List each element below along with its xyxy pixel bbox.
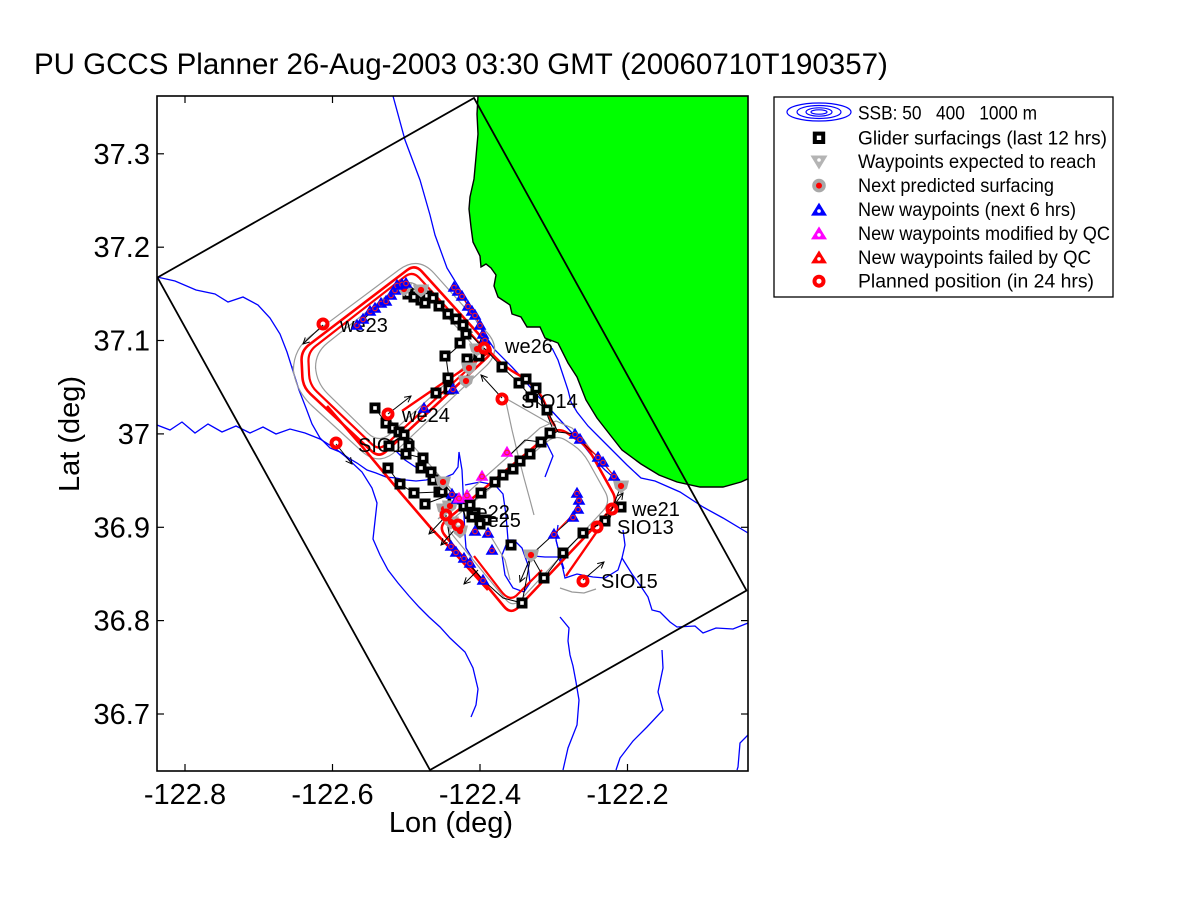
svg-text:SIO13: SIO13 — [617, 517, 674, 539]
svg-text:37: 37 — [118, 419, 150, 451]
svg-text:-122.8: -122.8 — [144, 779, 226, 811]
svg-text:we21: we21 — [631, 499, 680, 521]
svg-text:Glider surfacings (last 12 hrs: Glider surfacings (last 12 hrs) — [858, 128, 1107, 149]
svg-text:36.8: 36.8 — [94, 606, 150, 638]
svg-text:37.1: 37.1 — [94, 326, 150, 358]
svg-text:-122.4: -122.4 — [439, 779, 521, 811]
svg-text:36.7: 36.7 — [94, 699, 150, 731]
svg-text:Next predicted surfacing: Next predicted surfacing — [858, 176, 1054, 197]
svg-text:37.3: 37.3 — [94, 139, 150, 171]
svg-text:37.2: 37.2 — [94, 232, 150, 264]
svg-text:we23: we23 — [339, 315, 388, 337]
svg-text:Waypoints expected to reach: Waypoints expected to reach — [858, 152, 1096, 173]
svg-text:we26: we26 — [504, 336, 553, 358]
svg-text:36.9: 36.9 — [94, 512, 150, 544]
svg-text:Lat (deg): Lat (deg) — [54, 376, 86, 492]
svg-text:New waypoints failed by QC: New waypoints failed by QC — [858, 248, 1091, 269]
svg-text:New waypoints (next 6 hrs): New waypoints (next 6 hrs) — [858, 200, 1076, 221]
svg-text:-122.2: -122.2 — [586, 779, 668, 811]
svg-text:we24: we24 — [401, 405, 450, 427]
svg-text:Planned position (in 24 hrs): Planned position (in 24 hrs) — [858, 272, 1094, 293]
svg-text:SSB: 50 400 1000 m: SSB: 50 400 1000 m — [858, 104, 1037, 125]
svg-text:SIO15: SIO15 — [601, 571, 658, 593]
svg-text:New waypoints modified by QC: New waypoints modified by QC — [858, 224, 1110, 245]
svg-text:-122.6: -122.6 — [291, 779, 373, 811]
svg-text:PU GCCS Planner 26-Aug-2003 03: PU GCCS Planner 26-Aug-2003 03:30 GMT (2… — [34, 48, 888, 81]
svg-text:Lon (deg): Lon (deg) — [389, 807, 513, 839]
